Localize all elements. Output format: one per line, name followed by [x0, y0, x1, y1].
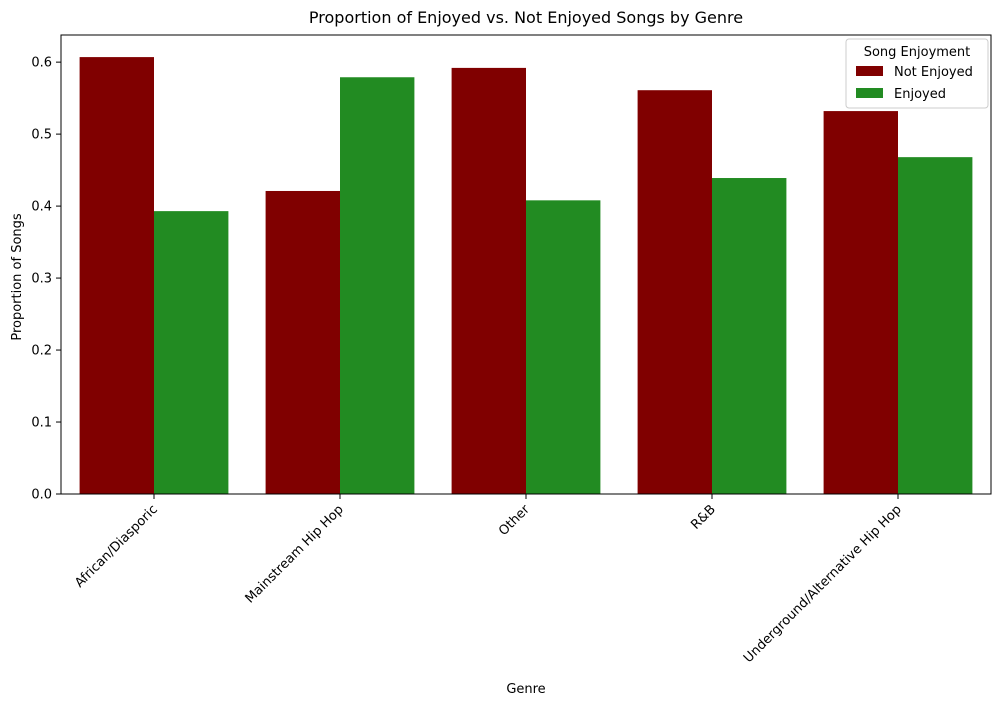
x-tick-label-underground-alternative-hip-hop: Underground/Alternative Hip Hop [741, 502, 905, 666]
legend: Song Enjoyment Not Enjoyed Enjoyed [845, 38, 989, 109]
bar-not-enjoyed-r-b [637, 90, 712, 495]
legend-swatch-not-enjoyed [856, 66, 883, 76]
plot-area [60, 34, 992, 495]
x-axis: African/Diasporic Mainstream Hip Hop Other… [72, 494, 905, 666]
legend-label-enjoyed: Enjoyed [894, 87, 946, 102]
bar-enjoyed-mainstream-hip-hop [340, 77, 415, 495]
legend-swatch-enjoyed [856, 88, 883, 98]
chart-title: Proportion of Enjoyed vs. Not Enjoyed So… [309, 8, 743, 27]
plot-frame [60, 34, 992, 495]
y-tick-label: 0.6 [31, 56, 52, 71]
bar-enjoyed-african-diasporic [154, 211, 229, 495]
y-tick-label: 0.2 [31, 344, 52, 359]
bar-not-enjoyed-underground-alternative-hip-hop [823, 111, 898, 494]
x-tick-label-mainstream-hip-hop: Mainstream Hip Hop [243, 502, 347, 606]
x-tick-label-other: Other [496, 502, 533, 539]
y-tick-label: 0.4 [31, 200, 52, 215]
y-tick-label: 0.5 [31, 128, 52, 143]
bar-not-enjoyed-african-diasporic [79, 57, 154, 494]
x-tick-label-r-b: R&B [688, 502, 718, 532]
bar-enjoyed-other [526, 200, 601, 494]
x-axis-label: Genre [506, 682, 545, 697]
y-tick-label: 0.1 [31, 416, 52, 431]
y-tick-label: 0.3 [31, 272, 52, 287]
bar-enjoyed-underground-alternative-hip-hop [898, 157, 973, 494]
x-tick-label-african-diasporic: African/Diasporic [72, 502, 161, 591]
y-tick-label: 0.0 [31, 488, 52, 503]
legend-label-not-enjoyed: Not Enjoyed [894, 65, 973, 80]
bar-not-enjoyed-other [451, 67, 526, 494]
y-axis: 0.0 0.1 0.2 0.3 0.4 0.5 0.6 [31, 56, 61, 503]
y-axis-label: Proportion of Songs [10, 213, 25, 341]
bar-not-enjoyed-mainstream-hip-hop [265, 190, 340, 494]
bars [79, 57, 973, 495]
bar-enjoyed-r-b [712, 178, 787, 494]
legend-title: Song Enjoyment [864, 45, 971, 60]
